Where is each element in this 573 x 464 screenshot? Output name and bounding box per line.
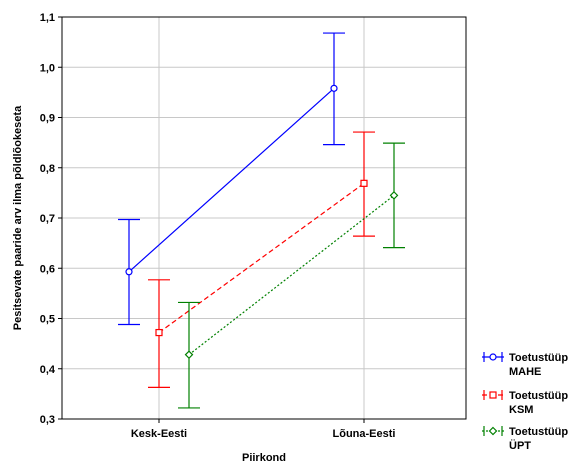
series-mahe xyxy=(118,32,345,326)
legend-marker xyxy=(489,353,497,361)
y-tick-label: 0,5 xyxy=(40,314,55,326)
x-tick-label: Lõuna-Eesti xyxy=(333,428,396,440)
legend-item-mahe: Toetustüüp MAHE xyxy=(482,352,568,378)
y-tick-label: 1,1 xyxy=(40,12,55,24)
data-point xyxy=(360,179,368,187)
legend-sublabel: ÜPT xyxy=(509,439,531,452)
data-point xyxy=(155,328,163,337)
x-tick-label: Kesk-Eesti xyxy=(131,428,187,440)
y-tick-label: 0,7 xyxy=(40,213,55,225)
series-layer xyxy=(118,32,405,409)
legend-sublabel: KSM xyxy=(509,404,533,416)
y-tick-label: 0,3 xyxy=(40,414,55,426)
series-line xyxy=(188,194,395,356)
legend-label: Toetustüüp xyxy=(509,352,568,364)
y-tick-label: 0,8 xyxy=(40,163,55,175)
legend-sublabel: MAHE xyxy=(509,366,541,378)
legend-marker xyxy=(489,391,497,399)
grid xyxy=(62,16,466,420)
y-tick-label: 1,0 xyxy=(40,62,55,74)
y-axis: 0,3 0,4 0,5 0,6 0,7 0,8 0,9 1,0 1,1 xyxy=(40,12,62,426)
data-point xyxy=(389,191,399,200)
y-tick-label: 0,4 xyxy=(40,364,56,376)
y-tick-label: 0,6 xyxy=(40,263,55,275)
legend-label: Toetustüüp xyxy=(509,390,568,402)
series-ksm xyxy=(148,131,375,388)
x-axis: Kesk-Eesti Lõuna-Eesti xyxy=(131,419,396,440)
x-axis-title: Piirkond xyxy=(242,452,286,464)
data-point xyxy=(184,350,194,360)
series-üpt xyxy=(178,142,405,409)
series-line xyxy=(128,87,335,273)
legend-marker xyxy=(488,426,498,436)
y-tick-label: 0,9 xyxy=(40,113,55,125)
y-axis-title: Pesitsevate paaride arv ilma põldlõokese… xyxy=(12,105,24,330)
legend-label: Toetustüüp xyxy=(509,426,568,438)
legend-item-ksm: Toetustüüp KSM xyxy=(482,390,568,416)
data-point xyxy=(125,268,133,276)
data-point xyxy=(330,84,338,92)
series-line xyxy=(158,182,365,334)
